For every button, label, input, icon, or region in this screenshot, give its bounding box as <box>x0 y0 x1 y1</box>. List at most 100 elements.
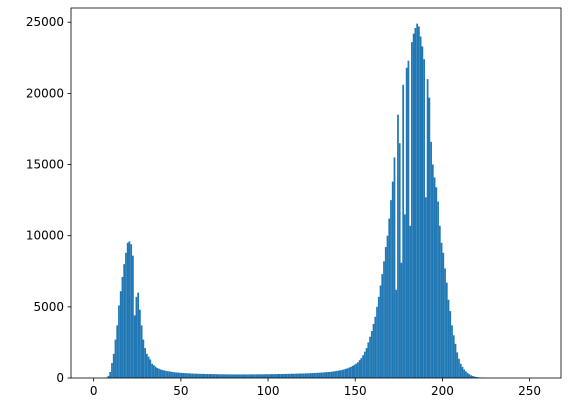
histogram-bar <box>135 296 138 378</box>
histogram-bar <box>428 97 431 379</box>
histogram-bar <box>282 373 284 378</box>
histogram-bar <box>306 373 309 378</box>
histogram-bar <box>191 373 194 378</box>
histogram-bar <box>187 373 190 378</box>
histogram-bar <box>404 214 406 378</box>
histogram-bar <box>302 373 305 378</box>
histogram-bar <box>166 371 169 378</box>
histogram-bar <box>287 373 289 378</box>
histogram-bar <box>156 368 159 378</box>
histogram-bar <box>351 365 354 378</box>
histogram-bar <box>461 366 464 378</box>
histogram-bar <box>177 372 180 378</box>
histogram-bar <box>330 371 333 378</box>
histogram-bar <box>468 374 471 378</box>
x-axis: 0 50 100 150 200 250 <box>90 378 541 398</box>
histogram-bar <box>301 373 303 378</box>
histogram-bar <box>184 373 187 378</box>
histogram-bar <box>336 370 338 378</box>
histogram-bar <box>421 46 424 379</box>
histogram-bar <box>158 368 160 378</box>
y-tick-label: 10000 <box>26 229 64 243</box>
histogram-bar <box>200 373 202 378</box>
histogram-bar <box>240 374 242 378</box>
y-tick-label: 0 <box>56 371 64 385</box>
histogram-bar <box>355 363 357 378</box>
histogram-bar <box>233 374 235 378</box>
histogram-bar <box>431 164 434 378</box>
histogram-bar <box>147 356 150 378</box>
histogram-bar <box>447 299 450 378</box>
y-tick-label: 25000 <box>26 15 64 29</box>
histogram-bar <box>262 374 265 378</box>
histogram-bar <box>470 375 473 378</box>
histogram-bar <box>367 342 370 378</box>
histogram-bar <box>261 374 263 378</box>
histogram-bar <box>390 200 392 378</box>
histogram-bar <box>208 374 211 378</box>
histogram-bar <box>452 335 455 378</box>
histogram-bar <box>252 374 255 378</box>
histogram-bar <box>212 374 214 378</box>
histogram-bar <box>132 255 134 378</box>
histogram-bar <box>163 370 166 378</box>
y-tick-label: 5000 <box>33 300 64 314</box>
histogram-bar <box>278 374 281 378</box>
histogram-bar <box>215 374 218 378</box>
histogram-bar <box>458 358 460 378</box>
histogram-bar <box>409 225 412 378</box>
histogram-bar <box>234 374 237 378</box>
histogram-bar <box>123 264 126 378</box>
histogram-bar <box>280 374 282 378</box>
x-tick-label: 200 <box>431 384 454 398</box>
histogram-bar <box>255 374 258 378</box>
histogram-bar <box>327 372 330 378</box>
histogram-bar <box>201 373 204 378</box>
histogram-bar <box>308 373 310 378</box>
histogram-bar <box>238 374 241 378</box>
histogram-bar <box>294 373 296 378</box>
histogram-bar <box>393 157 396 378</box>
histogram-bar <box>438 225 441 378</box>
histogram-bar <box>372 323 375 378</box>
histogram-bar <box>264 374 267 378</box>
histogram-bar <box>339 370 342 378</box>
histogram-bar <box>463 369 466 378</box>
histogram-bar <box>350 366 352 378</box>
histogram-bar <box>219 374 221 378</box>
histogram-bar <box>423 59 425 378</box>
histogram-bar <box>229 374 232 378</box>
histogram-bar <box>311 373 314 378</box>
x-tick-label: 100 <box>257 384 280 398</box>
histogram-bar <box>133 315 136 378</box>
x-tick-label: 50 <box>173 384 188 398</box>
histogram-bar <box>119 291 122 378</box>
histogram-bar <box>374 316 377 378</box>
histogram-bar <box>325 372 328 378</box>
histogram-bar <box>381 274 384 378</box>
histogram-bar <box>358 360 361 378</box>
histogram-bar <box>226 374 228 378</box>
histogram-bar <box>315 372 317 378</box>
histogram-bar <box>318 372 321 378</box>
histogram-bar <box>348 367 350 378</box>
histogram-bar <box>397 114 399 378</box>
histogram-bar <box>449 311 452 378</box>
histogram-bars <box>105 23 488 379</box>
histogram-bar <box>275 374 277 378</box>
histogram-bar <box>266 374 269 378</box>
histogram-bar <box>433 177 436 378</box>
histogram-bar <box>346 368 349 378</box>
histogram-bar <box>337 370 340 378</box>
histogram-bar <box>395 289 398 378</box>
histogram-bar <box>419 36 422 379</box>
histogram-bar <box>405 67 408 379</box>
histogram-bar <box>456 352 459 378</box>
histogram-bar <box>466 373 469 378</box>
histogram-bar <box>376 306 378 378</box>
histogram-bar <box>414 27 417 378</box>
histogram-bar <box>320 372 323 378</box>
histogram-bar <box>329 371 331 378</box>
histogram-bar <box>245 374 248 378</box>
y-tick-label: 15000 <box>26 158 64 172</box>
